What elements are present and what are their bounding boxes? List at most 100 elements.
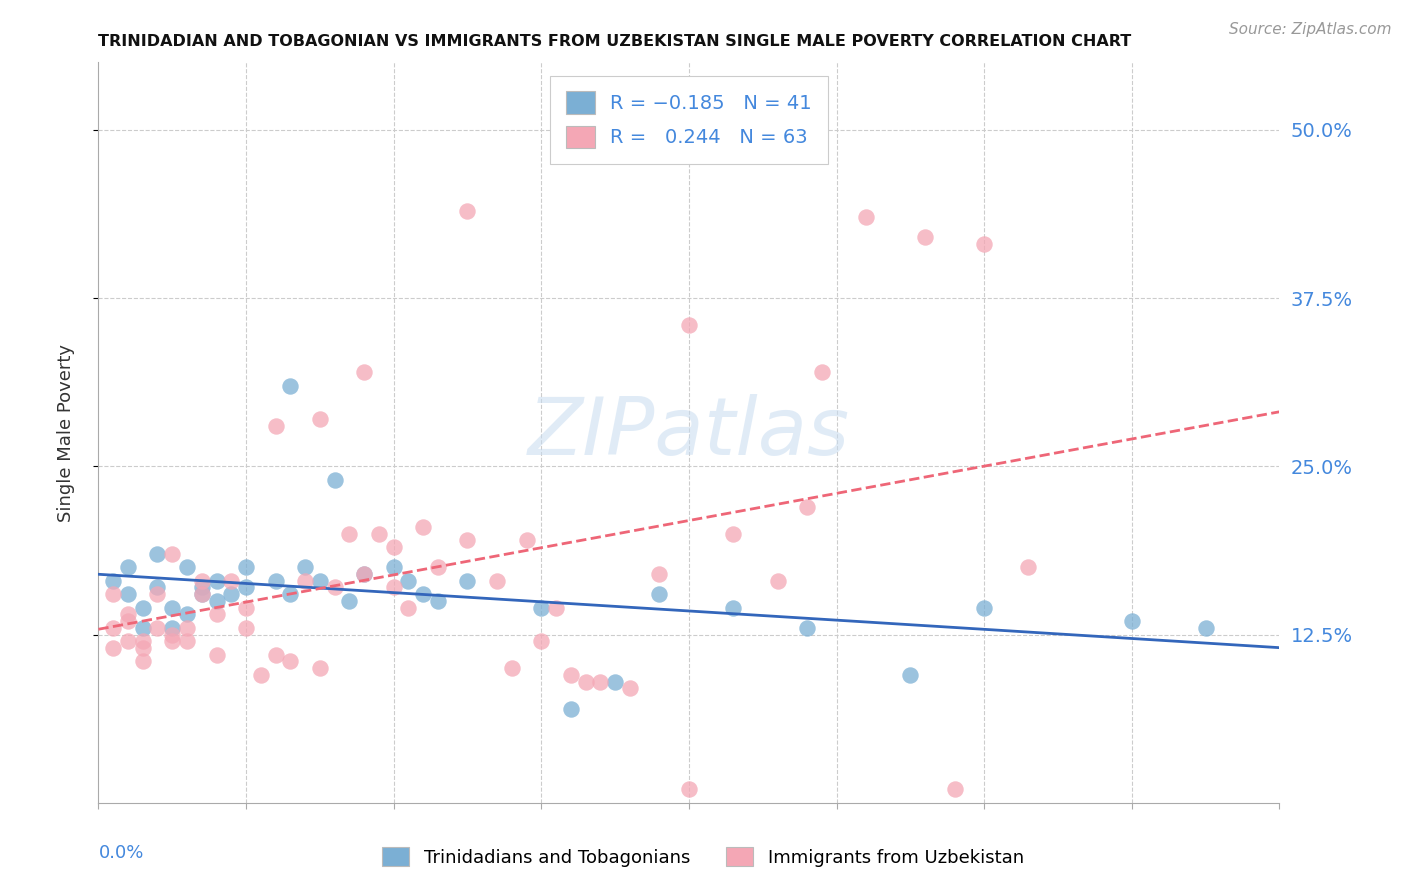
Point <box>103 621 125 635</box>
Point <box>132 600 155 615</box>
Point <box>264 648 287 662</box>
Point <box>648 587 671 601</box>
Point <box>546 600 568 615</box>
Point <box>205 648 228 662</box>
Point <box>280 378 302 392</box>
Point <box>427 594 450 608</box>
Point <box>205 594 228 608</box>
Point <box>103 574 125 588</box>
Point <box>900 668 922 682</box>
Point <box>117 587 139 601</box>
Point <box>264 418 287 433</box>
Text: TRINIDADIAN AND TOBAGONIAN VS IMMIGRANTS FROM UZBEKISTAN SINGLE MALE POVERTY COR: TRINIDADIAN AND TOBAGONIAN VS IMMIGRANTS… <box>98 34 1132 49</box>
Point <box>146 587 169 601</box>
Legend: R = −0.185   N = 41, R =   0.244   N = 63: R = −0.185 N = 41, R = 0.244 N = 63 <box>550 76 828 163</box>
Point <box>589 674 612 689</box>
Point <box>221 587 243 601</box>
Point <box>973 600 995 615</box>
Point <box>575 674 598 689</box>
Point <box>323 473 346 487</box>
Point <box>132 621 155 635</box>
Point <box>191 587 214 601</box>
Point <box>191 574 214 588</box>
Point <box>973 237 995 252</box>
Point <box>162 634 183 648</box>
Point <box>309 574 332 588</box>
Point <box>103 640 125 655</box>
Point <box>162 621 183 635</box>
Point <box>176 634 198 648</box>
Point <box>146 581 169 595</box>
Point <box>191 581 214 595</box>
Point <box>132 640 155 655</box>
Point <box>353 566 375 581</box>
Legend: Trinidadians and Tobagonians, Immigrants from Uzbekistan: Trinidadians and Tobagonians, Immigrants… <box>375 840 1031 874</box>
Point <box>723 600 745 615</box>
Point <box>250 668 273 682</box>
Point <box>678 782 700 797</box>
Point <box>235 621 257 635</box>
Text: ZIPatlas: ZIPatlas <box>527 393 851 472</box>
Point <box>309 661 332 675</box>
Point <box>235 581 257 595</box>
Point <box>117 614 139 628</box>
Point <box>146 621 169 635</box>
Point <box>1121 614 1143 628</box>
Point <box>162 547 183 561</box>
Point <box>176 621 198 635</box>
Point <box>516 533 538 548</box>
Point <box>648 566 671 581</box>
Point <box>796 621 818 635</box>
Point <box>619 681 641 696</box>
Y-axis label: Single Male Poverty: Single Male Poverty <box>56 343 75 522</box>
Point <box>339 594 361 608</box>
Point <box>382 581 405 595</box>
Text: Source: ZipAtlas.com: Source: ZipAtlas.com <box>1229 22 1392 37</box>
Point <box>398 600 420 615</box>
Point <box>723 526 745 541</box>
Point <box>176 607 198 622</box>
Point <box>353 566 375 581</box>
Point <box>235 560 257 574</box>
Point <box>309 412 332 426</box>
Point <box>205 607 228 622</box>
Point <box>264 574 287 588</box>
Point <box>132 634 155 648</box>
Point <box>117 560 139 574</box>
Point <box>530 634 553 648</box>
Point <box>1195 621 1218 635</box>
Point <box>530 600 553 615</box>
Point <box>427 560 450 574</box>
Point <box>162 627 183 641</box>
Text: 0.0%: 0.0% <box>98 844 143 862</box>
Point <box>855 211 877 225</box>
Point <box>176 560 198 574</box>
Point <box>605 674 627 689</box>
Point <box>1018 560 1040 574</box>
Point <box>457 574 479 588</box>
Point <box>457 533 479 548</box>
Point <box>117 607 139 622</box>
Point <box>486 574 509 588</box>
Point <box>146 547 169 561</box>
Point <box>235 600 257 615</box>
Point <box>103 587 125 601</box>
Point <box>914 230 936 244</box>
Point <box>323 581 346 595</box>
Point <box>294 560 316 574</box>
Point <box>398 574 420 588</box>
Point <box>457 203 479 218</box>
Point <box>339 526 361 541</box>
Point <box>132 655 155 669</box>
Point <box>811 365 834 379</box>
Point <box>294 574 316 588</box>
Point <box>162 600 183 615</box>
Point <box>501 661 523 675</box>
Point <box>412 587 434 601</box>
Point <box>368 526 391 541</box>
Point <box>560 701 582 715</box>
Point <box>382 540 405 554</box>
Point <box>382 560 405 574</box>
Point <box>205 574 228 588</box>
Point <box>678 318 700 332</box>
